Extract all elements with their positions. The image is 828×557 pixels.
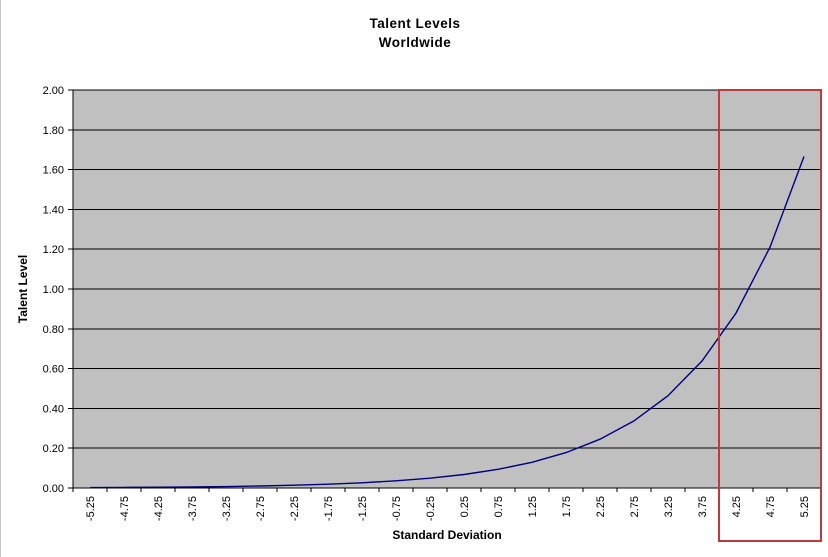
highlight-box	[718, 89, 822, 542]
y-tick-label: 0.60	[43, 364, 64, 376]
x-tick-label: -4.25	[153, 496, 165, 521]
y-tick-label: 2.00	[43, 85, 64, 97]
x-tick-label: 3.75	[697, 496, 709, 517]
x-tick-label: 2.75	[629, 496, 641, 517]
x-tick-label: 1.25	[527, 496, 539, 517]
x-tick-label: -4.75	[119, 496, 131, 521]
x-tick-label: 1.75	[561, 496, 573, 517]
talent-curve	[89, 156, 805, 489]
x-tick-label: 3.25	[663, 496, 675, 517]
y-tick-label: 1.60	[43, 165, 64, 177]
y-axis-title: Talent Level	[16, 255, 30, 323]
y-tick-label: 1.80	[43, 125, 64, 137]
y-tick-label: 0.80	[43, 324, 64, 336]
x-tick-label: 0.75	[493, 496, 505, 517]
y-tick-label: 0.00	[43, 483, 64, 495]
y-tick-label: 1.00	[43, 284, 64, 296]
x-tick-label: 4.25	[731, 496, 743, 517]
x-tick-label: 2.25	[595, 496, 607, 517]
x-tick-label: -3.25	[221, 496, 233, 521]
x-tick-label: -5.25	[85, 496, 97, 521]
x-tick-label: -0.75	[391, 496, 403, 521]
chart-title-block: Talent Levels Worldwide	[1, 14, 828, 52]
x-tick-label: -2.75	[255, 496, 267, 521]
y-tick-label: 0.20	[43, 443, 64, 455]
chart-title: Talent Levels	[369, 16, 461, 31]
y-tick-label: 1.40	[43, 204, 64, 216]
chart-subtitle: Worldwide	[378, 35, 452, 50]
y-tick-label: 0.40	[43, 403, 64, 415]
x-tick-label: -1.75	[323, 496, 335, 521]
x-tick-label: -0.25	[425, 496, 437, 521]
x-tick-label: 5.25	[799, 496, 811, 517]
x-tick-label: 0.25	[459, 496, 471, 517]
x-axis-title: Standard Deviation	[392, 528, 501, 542]
x-tick-label: -3.75	[187, 496, 199, 521]
x-tick-label: -2.25	[289, 496, 301, 521]
y-tick-label: 1.20	[43, 244, 64, 256]
x-tick-label: -1.25	[357, 496, 369, 521]
x-tick-label: 4.75	[765, 496, 777, 517]
